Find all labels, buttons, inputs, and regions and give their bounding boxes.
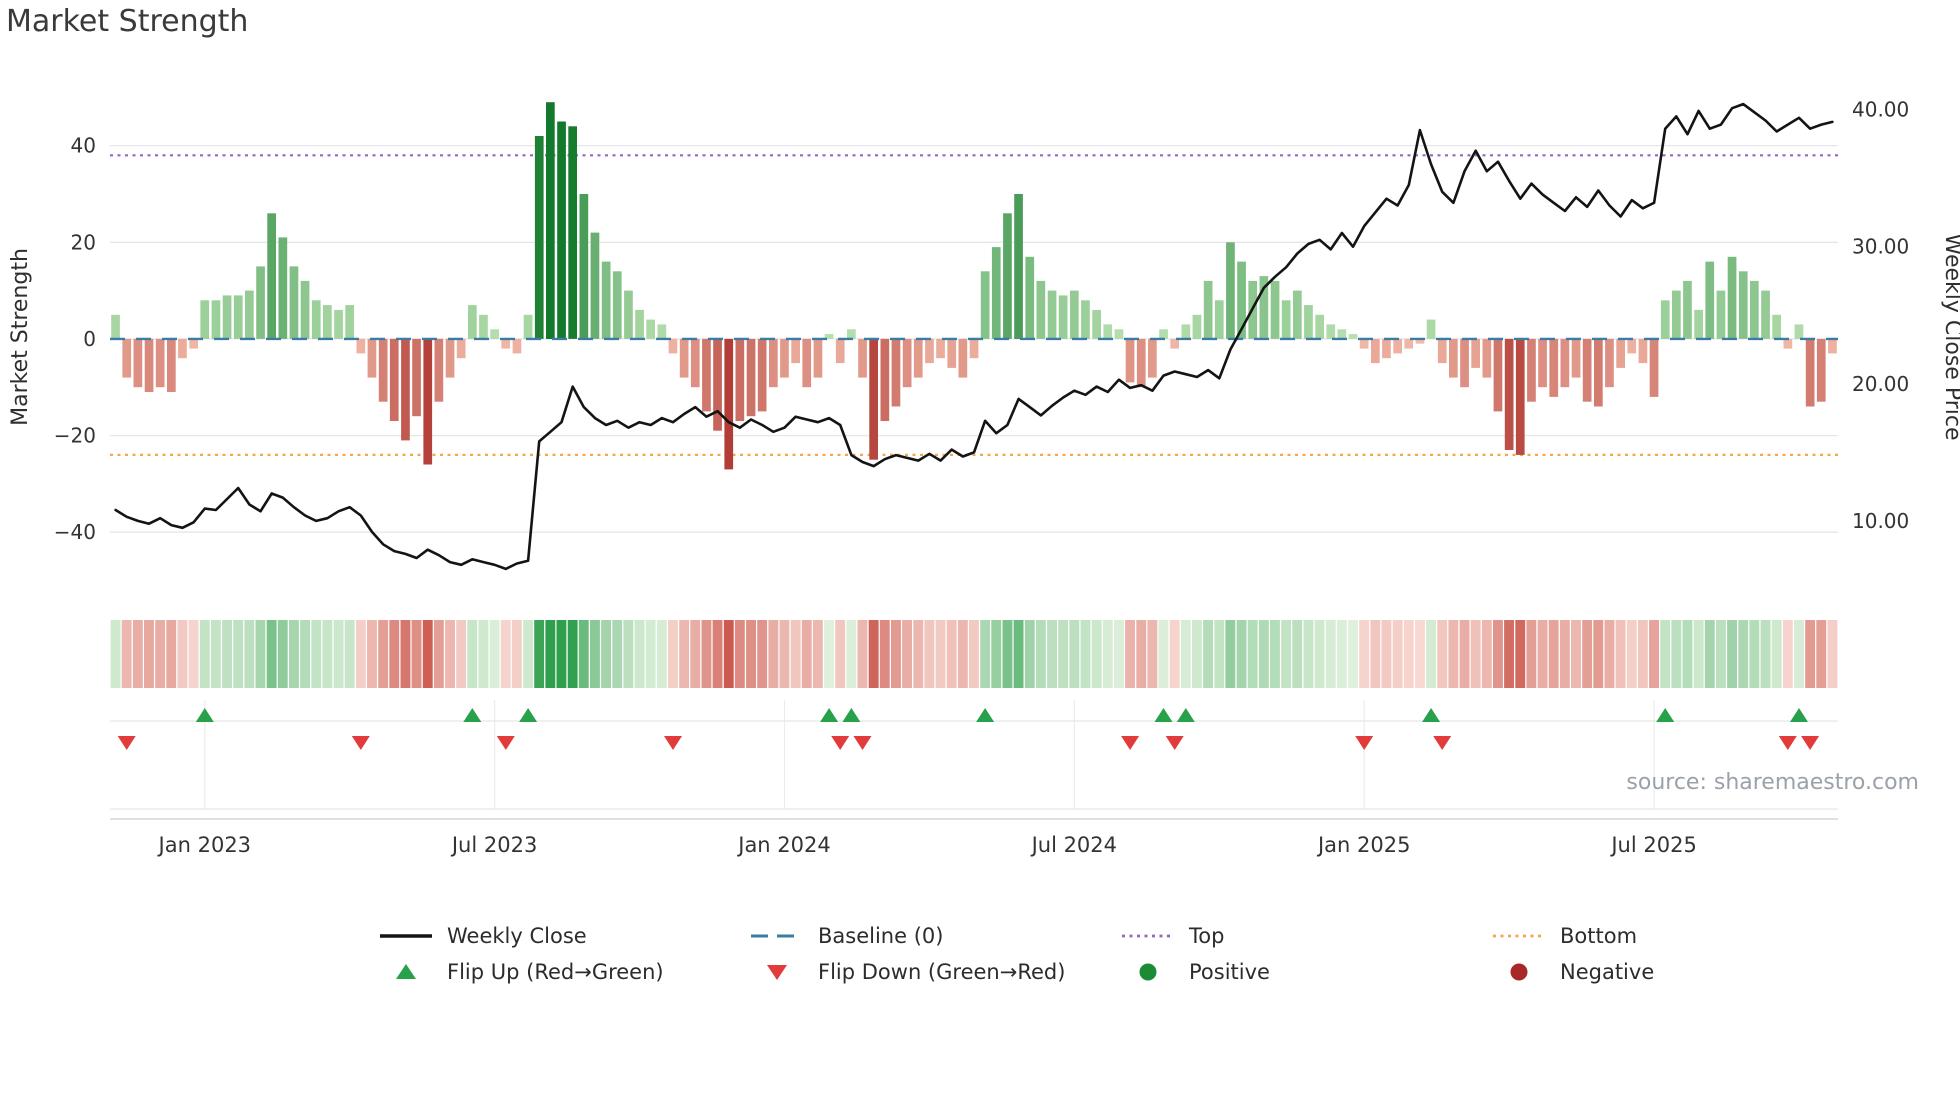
negative-dot-icon: [1510, 963, 1528, 981]
top-dotted-line-icon: [1122, 934, 1174, 938]
bottom-dotted-line-icon: [1493, 934, 1545, 938]
legend-item-top: Top: [1120, 924, 1491, 948]
baseline-dash-icon: [751, 934, 803, 938]
flip-down-markers: [117, 736, 1820, 750]
legend-label-flip-up: Flip Up (Red→Green): [447, 960, 664, 984]
svg-text:Jan 2025: Jan 2025: [1316, 833, 1411, 857]
legend-item-baseline: Baseline (0): [749, 924, 1120, 948]
x-axis-ticks: Jan 2023 Jul 2023 Jan 2024 Jul 2024 Jan 2025…: [157, 833, 1697, 857]
heatmap-strip: [110, 620, 1838, 688]
svg-text:20: 20: [71, 230, 96, 254]
legend-item-weekly-close: Weekly Close: [378, 924, 749, 948]
svg-text:−20: −20: [54, 424, 96, 448]
marker-grid: [110, 700, 1838, 820]
legend-label-bottom: Bottom: [1560, 924, 1638, 948]
right-axis-ticks: 10.00 20.00 30.00 40.00: [1852, 98, 1909, 533]
legend-label-baseline: Baseline (0): [818, 924, 944, 948]
page-title: Market Strength: [6, 4, 249, 39]
svg-text:Jul 2023: Jul 2023: [450, 833, 537, 857]
legend-item-bottom: Bottom: [1491, 924, 1862, 948]
flip-up-triangle-icon: [396, 964, 416, 979]
legend-label-flip-down: Flip Down (Green→Red): [818, 960, 1066, 984]
legend-item-flip-up: Flip Up (Red→Green): [378, 960, 749, 984]
flip-up-markers: [195, 708, 1808, 722]
legend-label-positive: Positive: [1189, 960, 1270, 984]
svg-text:40: 40: [71, 134, 96, 158]
left-axis-ticks: −40 −20 0 20 40: [54, 134, 96, 545]
svg-text:Jan 2023: Jan 2023: [157, 833, 252, 857]
weekly-close-line-icon: [380, 934, 432, 938]
svg-text:20.00: 20.00: [1852, 372, 1909, 396]
legend-label-top: Top: [1189, 924, 1225, 948]
svg-text:30.00: 30.00: [1852, 235, 1909, 259]
svg-text:0: 0: [83, 327, 96, 351]
market-strength-chart: −40 −20 0 20 40 10.00 20.00 30.00 40.00 Market St…: [8, 98, 1960, 858]
left-axis-label: Market Strength: [8, 248, 33, 426]
legend-item-positive: Positive: [1120, 960, 1491, 984]
svg-text:10.00: 10.00: [1852, 509, 1909, 533]
svg-text:Jul 2025: Jul 2025: [1609, 833, 1696, 857]
strength-bars: [111, 102, 1837, 470]
positive-dot-icon: [1139, 963, 1157, 981]
svg-text:−40: −40: [54, 520, 96, 544]
svg-text:40.00: 40.00: [1852, 98, 1909, 122]
legend-label-weekly-close: Weekly Close: [447, 924, 587, 948]
svg-text:Jan 2024: Jan 2024: [736, 833, 831, 857]
legend-item-flip-down: Flip Down (Green→Red): [749, 960, 1120, 984]
svg-text:Jul 2024: Jul 2024: [1030, 833, 1117, 857]
source-text: source: sharemaestro.com: [1626, 770, 1919, 795]
right-axis-label: Weekly Close Price: [1940, 234, 1960, 441]
legend-label-negative: Negative: [1560, 960, 1655, 984]
legend-item-negative: Negative: [1491, 960, 1862, 984]
flip-down-triangle-icon: [767, 965, 787, 980]
weekly-close-line: [114, 102, 1834, 571]
legend: Weekly Close Baseline (0) Top Bottom Fli…: [378, 924, 1862, 984]
